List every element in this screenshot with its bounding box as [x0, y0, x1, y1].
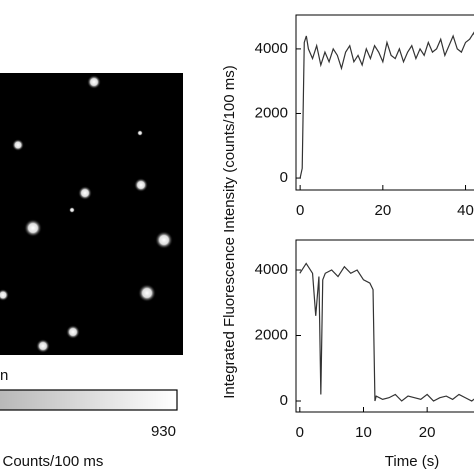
- y-tick-label: 2000: [255, 104, 288, 121]
- x-tick-label: 20: [374, 202, 391, 219]
- x-tick-label: 40: [457, 202, 474, 219]
- y-tick-label: 0: [280, 392, 288, 409]
- colorbar-title: n Counts/100 ms: [0, 453, 103, 470]
- x-axis-label: Time (s): [385, 453, 439, 470]
- axes-box: [295, 239, 474, 413]
- y-tick-label: 2000: [255, 326, 288, 343]
- colorbar: [0, 389, 178, 411]
- trace: [299, 262, 474, 402]
- axes-box: [295, 14, 474, 191]
- colorbar-tick: 930: [151, 423, 176, 440]
- x-tick-label: 0: [296, 424, 304, 441]
- y-tick-label: 4000: [255, 261, 288, 278]
- y-tick-label: 4000: [255, 40, 288, 57]
- colorbar-label: n: [0, 367, 8, 384]
- microscope-image: [0, 73, 183, 355]
- x-tick-label: 0: [296, 202, 304, 219]
- y-axis-label: Integrated Fluorescence Intensity (count…: [221, 65, 238, 399]
- y-tick-label: 0: [280, 169, 288, 186]
- trace: [299, 31, 474, 179]
- x-tick-label: 20: [419, 424, 436, 441]
- x-tick-label: 10: [355, 424, 372, 441]
